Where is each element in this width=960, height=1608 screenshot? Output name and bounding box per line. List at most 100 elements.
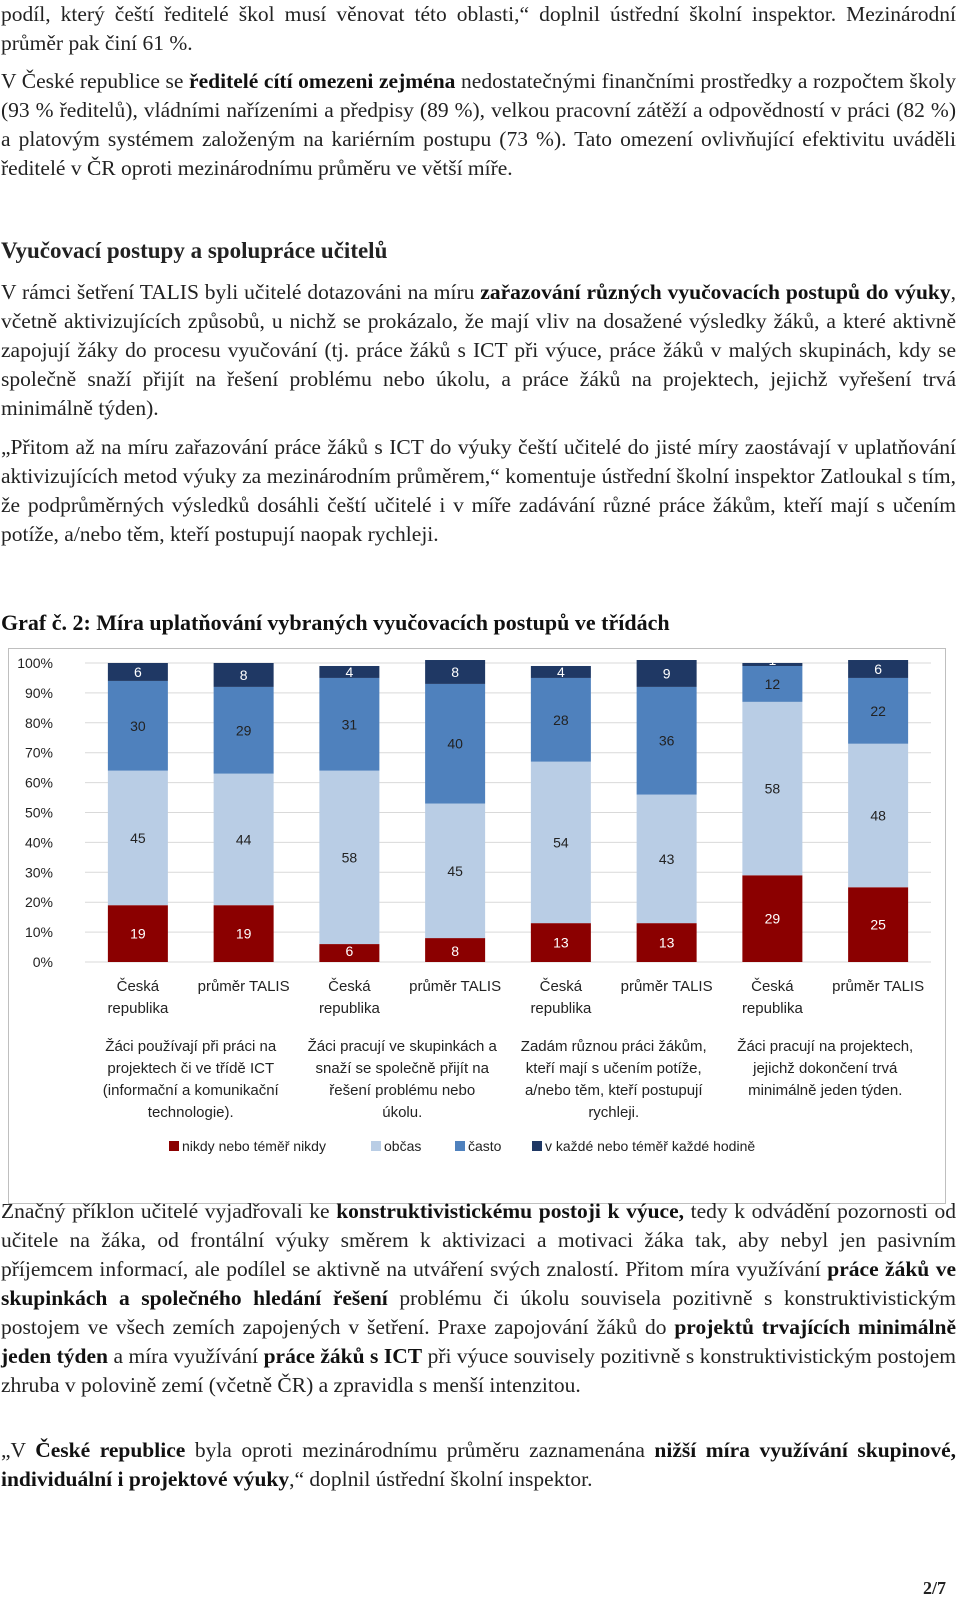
group-label: snaží se společně přijít na — [316, 1060, 490, 1077]
text-run: problému či úkolu souvisela pozitivně s … — [1, 1286, 956, 1339]
data-label: 9 — [663, 665, 671, 681]
x-tick-label: republika — [107, 1000, 169, 1017]
data-label: 58 — [765, 781, 781, 797]
bar-segment — [742, 663, 803, 666]
data-label: 36 — [659, 733, 675, 749]
legend-label: občas — [384, 1138, 421, 1154]
bar-segment — [107, 663, 168, 681]
x-tick-label: Česká — [751, 978, 794, 995]
bar-segment — [213, 686, 274, 774]
data-label: 4 — [345, 664, 353, 680]
y-tick-label: 50% — [25, 805, 53, 821]
legend-label: v každé nebo téměř každé hodině — [545, 1138, 755, 1154]
bold-run: zařazování různých vyučovacích postupů d… — [480, 280, 951, 304]
text-run: , včetně aktivizujících způsobů, u nichž… — [1, 280, 956, 420]
y-tick-label: 40% — [25, 834, 53, 850]
x-tick-label: republika — [742, 1000, 804, 1017]
bar-segment — [319, 770, 380, 945]
data-label: 6 — [874, 661, 882, 677]
bar-segment — [425, 938, 486, 962]
group-label: řešení problému nebo — [329, 1082, 475, 1099]
y-tick-label: 80% — [25, 715, 53, 731]
data-label: 29 — [765, 911, 781, 927]
bold-run: práce žáků ve skupinkách a společného hl… — [1, 1257, 956, 1310]
bar-segment — [742, 665, 803, 702]
x-tick-label: Česká — [540, 978, 583, 995]
text-run: V rámci šetření TALIS byli učitelé dotaz… — [1, 280, 481, 304]
x-tick-label: Česká — [117, 978, 160, 995]
y-tick-label: 20% — [25, 894, 53, 910]
data-label: 45 — [447, 863, 463, 879]
text-run: Značný příklon učitelé vyjadřovali ke — [1, 1199, 337, 1223]
bar-segment — [636, 660, 697, 687]
bar-segment — [319, 944, 380, 962]
x-tick-label: průměr TALIS — [198, 978, 290, 995]
legend-swatch — [371, 1141, 381, 1151]
data-label: 45 — [130, 830, 146, 846]
bar-segment — [636, 923, 697, 962]
data-label: 22 — [870, 703, 886, 719]
bar-segment — [319, 677, 380, 771]
data-label: 8 — [240, 667, 248, 683]
x-tick-label: Česká — [328, 978, 371, 995]
legend-swatch — [532, 1141, 542, 1151]
bar-segment — [742, 701, 803, 876]
chart-canvas: 0%10%20%30%40%50%60%70%80%90%100%1945306… — [17, 652, 931, 1154]
chart-title: Graf č. 2: Míra uplatňování vybraných vy… — [1, 610, 670, 635]
text-run: ,“ doplnil ústřední školní inspektor. — [289, 1467, 593, 1491]
data-label: 13 — [553, 935, 569, 951]
text-run: „V — [1, 1438, 36, 1462]
data-label: 19 — [236, 926, 252, 942]
bar-segment — [848, 677, 909, 744]
y-tick-label: 60% — [25, 775, 53, 791]
data-label: 6 — [134, 664, 142, 680]
bar-segment — [213, 663, 274, 687]
group-label: Žáci pracují ve skupinkách a — [308, 1038, 498, 1055]
data-label: 44 — [236, 831, 252, 847]
group-label: technologie). — [148, 1104, 234, 1121]
bold-run: projektů trvajících minimálně jeden týde… — [1, 1315, 957, 1368]
data-label: 54 — [553, 834, 569, 850]
bar-segment — [107, 770, 168, 906]
bar-segment — [848, 887, 909, 962]
paragraph-constructivist: Značný příklon učitelé vyjadřovali ke ko… — [1, 1197, 956, 1400]
paragraph-talis-survey: V rámci šetření TALIS byli učitelé dotaz… — [1, 278, 956, 423]
x-tick-label: průměr TALIS — [832, 978, 924, 995]
data-label: 13 — [659, 935, 675, 951]
y-tick-label: 10% — [25, 924, 53, 940]
paragraph-closing-quote: „V České republice byla oproti mezinárod… — [1, 1436, 956, 1494]
data-label: 25 — [870, 917, 886, 933]
legend-swatch — [169, 1141, 179, 1151]
data-label: 29 — [236, 722, 252, 738]
text-run: tedy k odvádění pozornosti od učitele na… — [1, 1199, 956, 1281]
group-label: projektech či ve třídě ICT — [107, 1060, 274, 1077]
data-label: 48 — [870, 807, 886, 823]
bold-run: konstruktivistickému postoji k výuce, — [336, 1199, 685, 1223]
bar-segment — [530, 761, 591, 924]
data-label: 40 — [447, 736, 463, 752]
bar-segment — [848, 660, 909, 678]
page-number: 2/7 — [922, 1578, 946, 1598]
legend-label: nikdy nebo téměř nikdy — [182, 1138, 326, 1154]
bar-segment — [530, 677, 591, 762]
bold-run: nižší míra využívání skupinové, individu… — [1, 1438, 956, 1491]
text-run: byla oproti mezinárodnímu průměru zaznam… — [185, 1438, 655, 1462]
text-run: „Přitom až na míru zařazování práce žáků… — [1, 435, 956, 546]
bar-segment — [636, 794, 697, 924]
paragraph-director-constraints: V České republice se ředitelé cítí omeze… — [1, 67, 956, 183]
text-run: při výuce souvisely pozitivně s konstruk… — [1, 1344, 956, 1397]
data-label: 30 — [130, 718, 146, 734]
data-label: 6 — [345, 943, 353, 959]
group-label: minimálně jeden týden. — [748, 1082, 902, 1099]
text-run: a míra využívání — [108, 1344, 264, 1368]
data-label: 8 — [451, 664, 459, 680]
group-label: Žáci pracují na projektech, — [737, 1038, 913, 1055]
bar-segment — [319, 665, 380, 678]
y-tick-label: 0% — [33, 954, 53, 970]
bar-segment — [425, 660, 486, 684]
bold-run: ředitelé cítí omezeni zejména — [189, 69, 456, 93]
bar-segment — [107, 680, 168, 771]
bar-segment — [636, 686, 697, 795]
data-label: 31 — [342, 716, 358, 732]
